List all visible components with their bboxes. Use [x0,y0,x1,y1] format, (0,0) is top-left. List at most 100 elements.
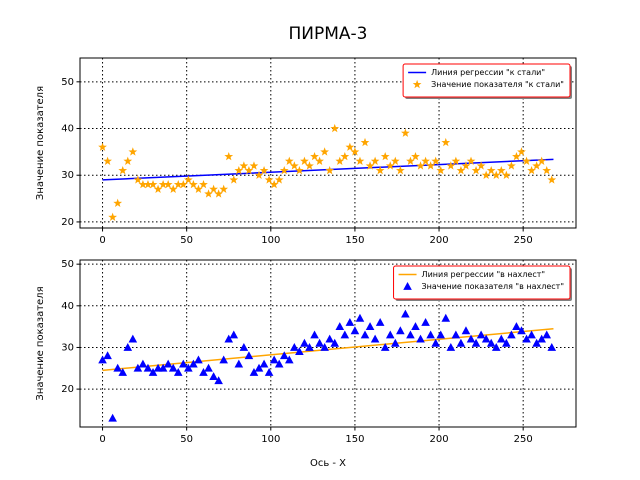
point [285,355,294,364]
axes-frame [79,259,577,428]
point [259,359,269,368]
point [355,156,365,165]
legend: Линия регрессии "в нахлест" Значение пока… [393,265,572,301]
plot-area [98,123,557,221]
point [123,342,133,351]
point [113,363,122,372]
point [370,156,380,165]
point [108,212,118,221]
x-tick-label: 0 [99,434,105,445]
point [143,179,153,189]
point [380,151,390,161]
point [335,322,345,331]
point [431,338,440,347]
point [421,156,430,165]
point [320,342,329,351]
point [532,161,541,170]
point [138,359,148,368]
point [128,147,138,156]
point [406,156,415,165]
point [345,142,355,151]
point [189,359,198,368]
axes-frame [79,57,577,229]
point [214,376,223,385]
point [395,165,405,175]
point [224,334,234,343]
point [310,151,319,161]
point [249,161,259,170]
point [259,165,269,175]
y-tick-label: 40 [61,124,74,135]
point [168,363,178,372]
point [355,313,365,322]
point [234,165,244,175]
point [305,161,314,170]
point [466,156,476,165]
legend-swatch [403,282,412,290]
legend-label: Линия регрессии "к стали" [431,68,545,77]
point [517,326,526,335]
x-tick-label: 100 [261,434,280,445]
y-tick-label: 30 [61,170,74,181]
point [148,179,158,189]
point [163,179,173,189]
point [219,184,229,193]
point [204,363,213,372]
point [113,198,123,207]
point [315,156,324,165]
point [284,156,294,165]
point [426,161,436,170]
point [466,334,476,343]
point [456,165,466,175]
x-tick-label: 250 [514,434,533,445]
point [269,179,279,189]
y-tick-label: 40 [61,301,74,312]
point [527,165,536,175]
point [98,142,107,151]
point [446,342,456,351]
point [123,156,133,165]
point [390,338,400,347]
point [128,334,138,343]
point [325,165,335,175]
point [401,128,410,137]
point [269,355,279,364]
x-tick-label: 50 [180,235,193,246]
point [416,334,425,343]
point [209,184,218,193]
point [330,123,340,133]
point [507,330,516,339]
point [320,147,330,156]
point [108,413,117,422]
point [360,137,370,147]
point [229,175,239,184]
point [350,326,360,335]
y-tick-label: 50 [61,77,74,88]
point [254,170,264,179]
point [360,330,370,339]
point [325,334,334,343]
point [153,184,163,193]
point [204,189,213,198]
point [249,367,259,376]
point [219,355,228,364]
legend-label: Значение показателя "в нахлест" [422,282,564,291]
point [542,330,552,339]
point [547,342,557,351]
point [532,338,541,347]
point [436,330,446,339]
point [118,165,128,175]
point [264,175,274,184]
point [315,338,324,347]
x-tick-label: 150 [345,235,364,246]
point [229,330,239,339]
point [537,156,547,165]
plot-area [98,309,557,422]
x-tick-label: 50 [180,434,193,445]
point [98,355,107,364]
point [173,179,183,189]
point [512,322,521,331]
point [189,179,198,189]
point [411,322,420,331]
